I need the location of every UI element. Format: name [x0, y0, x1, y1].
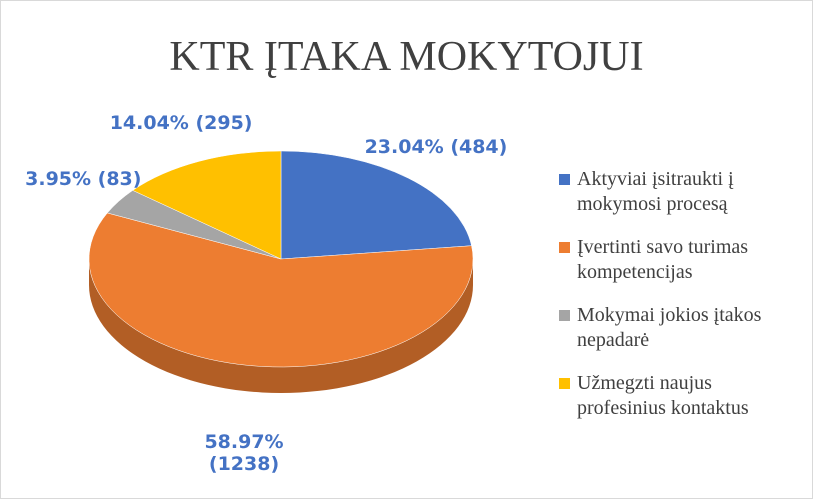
data-label: 58.97% (1238)	[204, 431, 284, 476]
legend-item: Mokymai jokios įtakos nepadarė	[559, 303, 799, 353]
data-label: 3.95% (83)	[25, 167, 142, 190]
legend-swatch	[559, 310, 570, 321]
legend-swatch	[559, 242, 570, 253]
chart-title: KTR ĮTAKA MOKYTOJUI	[169, 34, 644, 80]
legend-label: Aktyviai įsitraukti į mokymosi procesą	[577, 168, 734, 215]
legend-label: Mokymai jokios įtakos nepadarė	[577, 304, 762, 351]
legend-swatch	[559, 174, 570, 185]
legend-label: Įvertinti savo turimas kompetencijas	[577, 236, 749, 283]
legend-item: Aktyviai įsitraukti į mokymosi procesą	[559, 167, 799, 217]
slice	[88, 212, 474, 368]
legend-label: Užmegzti naujus profesinius kontaktus	[577, 372, 749, 419]
data-label: 23.04% (484)	[364, 135, 508, 158]
data-label: 14.04% (295)	[109, 112, 253, 135]
slice-side	[89, 259, 473, 393]
legend-swatch	[559, 378, 570, 389]
legend-item: Užmegzti naujus profesinius kontaktus	[559, 371, 799, 421]
slice	[280, 150, 472, 260]
slice	[132, 150, 282, 260]
legend-item: Įvertinti savo turimas kompetencijas	[559, 235, 799, 285]
